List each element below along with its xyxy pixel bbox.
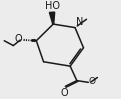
Text: HO: HO: [45, 0, 60, 10]
Polygon shape: [49, 12, 55, 24]
Text: O: O: [61, 88, 69, 98]
Text: O: O: [89, 77, 96, 86]
Text: O: O: [14, 34, 22, 44]
Text: N: N: [76, 17, 83, 27]
